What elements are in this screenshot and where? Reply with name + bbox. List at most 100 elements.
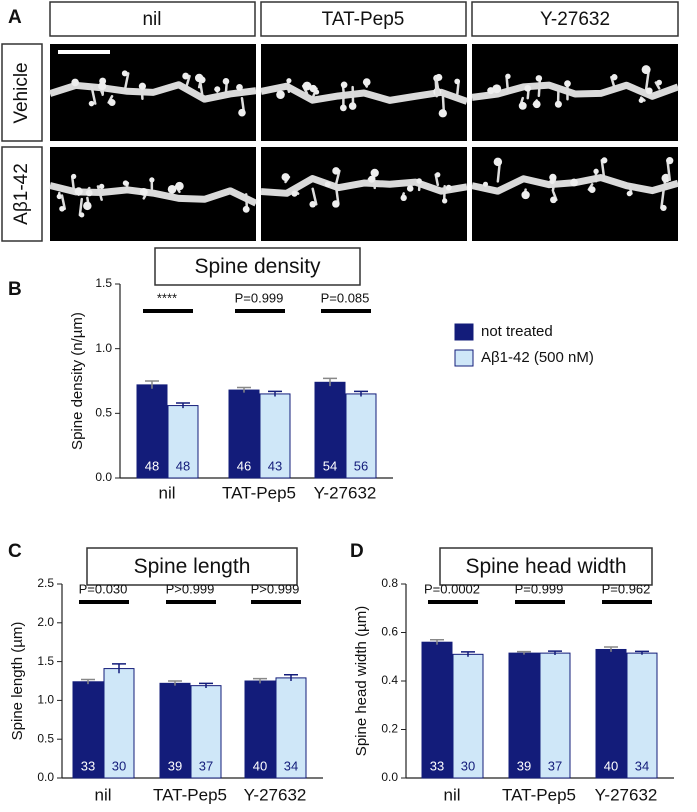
error-bar <box>517 650 531 655</box>
y-tick-label: 1.0 <box>95 341 112 355</box>
error-bar <box>81 678 95 685</box>
x-tick-label: nil <box>158 483 175 502</box>
dendrite <box>260 175 468 197</box>
spine-head <box>302 81 312 91</box>
spine-head <box>362 78 371 86</box>
significance-label: P=0.999 <box>235 290 284 305</box>
spine <box>96 185 103 201</box>
legend-label: Aβ1-42 (500 nM) <box>481 349 594 366</box>
y-axis-label: Spine head width (µm) <box>353 606 370 756</box>
spine-head <box>71 173 77 179</box>
dendrite <box>260 82 469 105</box>
significance-label: P=0.962 <box>602 581 651 596</box>
bar <box>595 648 627 779</box>
spine-head <box>286 78 292 84</box>
spine-head <box>340 81 348 89</box>
error-bar <box>268 390 282 397</box>
error-bar <box>461 651 475 657</box>
spine-head <box>611 74 618 81</box>
x-tick-label: TAT-Pep5 <box>502 785 576 804</box>
count-label: 43 <box>268 458 282 473</box>
header-box <box>1 43 43 142</box>
count-label: 40 <box>253 758 267 773</box>
spine-head <box>550 196 557 204</box>
bar <box>275 677 307 779</box>
spine-head <box>79 212 85 218</box>
error-bar <box>548 650 562 656</box>
spine-head <box>487 87 495 95</box>
count-label: 39 <box>168 758 182 773</box>
panel-label: D <box>350 541 364 562</box>
spine-head <box>236 84 243 91</box>
significance-label: **** <box>157 290 177 305</box>
y-tick-label: 0.0 <box>37 770 54 784</box>
spine-head <box>492 84 502 94</box>
error-bar <box>430 639 444 645</box>
x-tick-label: TAT-Pep5 <box>153 785 227 804</box>
row-header: Vehicle <box>11 62 32 123</box>
spine-head <box>149 177 155 183</box>
spine-head <box>242 205 250 213</box>
error-bar <box>112 663 126 674</box>
spine-head <box>99 183 105 190</box>
spine-head <box>56 193 63 200</box>
spine-head <box>406 185 414 192</box>
spine-head <box>438 109 447 118</box>
chart-title: Spine length <box>134 555 251 578</box>
count-label: 34 <box>635 758 649 773</box>
panel-label: B <box>8 279 22 300</box>
error-bar <box>284 674 298 681</box>
spine-head <box>416 178 422 184</box>
spine-head <box>482 181 489 187</box>
count-label: 40 <box>604 758 618 773</box>
y-tick-label: 2.5 <box>37 576 54 590</box>
y-axis-label: Spine length (µm) <box>9 622 26 741</box>
count-label: 39 <box>517 758 531 773</box>
spine <box>505 75 510 94</box>
spine-head <box>521 190 530 200</box>
error-bar <box>237 386 251 393</box>
spine-head <box>441 198 448 204</box>
spine <box>434 76 441 96</box>
significance-label: P=0.999 <box>515 581 564 596</box>
spine-head <box>281 173 290 182</box>
bar <box>345 393 377 479</box>
spine <box>311 187 318 206</box>
spine-head <box>214 86 221 93</box>
row-headers: Vehicle Aβ1-42 <box>1 43 43 242</box>
count-label: 48 <box>145 458 159 473</box>
dendrite <box>48 81 257 103</box>
y-tick-label: 0.2 <box>381 722 398 736</box>
significance-label: P=0.085 <box>321 290 370 305</box>
spine-head <box>370 168 379 178</box>
spine-head <box>324 181 331 188</box>
chart-title: Spine head width <box>465 555 626 578</box>
spine-head <box>314 89 320 95</box>
y-tick-label: 1.5 <box>37 654 54 668</box>
spine-head <box>435 73 443 81</box>
spine <box>60 194 66 211</box>
spine <box>654 81 661 90</box>
count-label: 34 <box>284 758 298 773</box>
x-tick-label: TAT-Pep5 <box>222 483 296 502</box>
significance-label: P=0.030 <box>79 581 128 596</box>
bar <box>228 389 260 479</box>
spine-head <box>71 78 79 87</box>
count-label: 54 <box>323 458 337 473</box>
significance-label: P=0.0002 <box>424 581 480 596</box>
spine-head <box>626 190 633 197</box>
spine <box>123 72 130 92</box>
dendrite <box>49 182 258 207</box>
title-box <box>86 547 298 586</box>
spine <box>666 159 671 181</box>
header-box <box>471 1 679 37</box>
spine-head <box>182 72 190 80</box>
bar <box>452 653 484 779</box>
error-bar <box>635 650 649 655</box>
row-header: Aβ1-42 <box>11 163 32 225</box>
spine-head <box>549 173 557 182</box>
spine <box>78 197 84 217</box>
significance-label: P>0.999 <box>166 581 215 596</box>
x-tick-label: Y-27632 <box>314 483 377 502</box>
